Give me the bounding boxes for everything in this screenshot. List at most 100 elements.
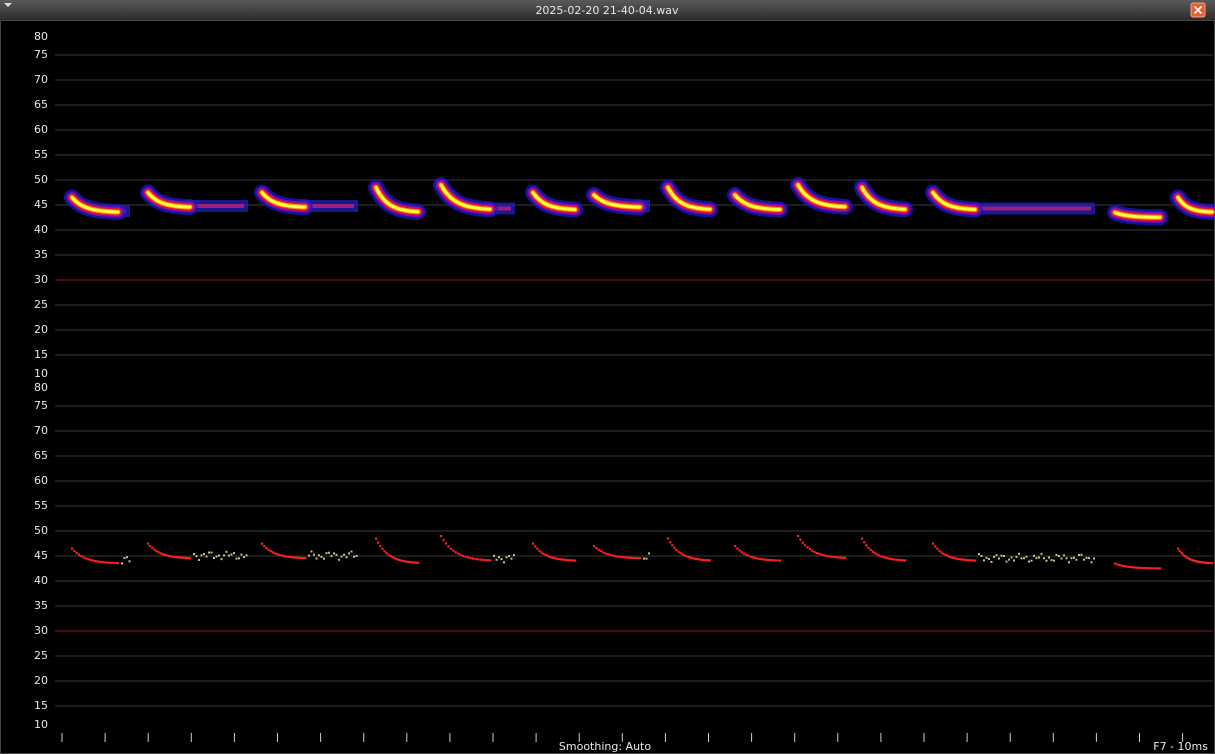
trace-point: [544, 553, 547, 557]
trace-point: [811, 549, 814, 552]
trace-point: [688, 556, 691, 559]
call-pulse: [592, 193, 642, 209]
trace-point: [412, 561, 415, 564]
trace-point: [563, 558, 566, 561]
trace-point: [899, 559, 902, 562]
y-tick-label: 35: [34, 599, 48, 612]
trace-point: [313, 553, 315, 556]
trace-point: [295, 556, 298, 559]
trace-point: [213, 557, 215, 560]
trace-point: [203, 553, 205, 556]
trace-point: [1023, 557, 1025, 560]
y-tick-label: 75: [34, 399, 48, 412]
trace-point: [1205, 561, 1209, 564]
trace-point: [749, 555, 752, 558]
trace-point: [799, 538, 802, 541]
trace-point: [176, 556, 179, 559]
trace-point: [1187, 557, 1190, 560]
trace-point: [690, 556, 693, 559]
trace-point: [832, 555, 835, 559]
window-title: 2025-02-20 21-40-04.wav: [535, 4, 679, 17]
trace-point: [404, 560, 407, 563]
trace-point: [532, 542, 535, 545]
trace-point: [1129, 566, 1132, 569]
trace-point: [893, 558, 896, 561]
trace-point: [542, 552, 545, 555]
trace-point: [89, 558, 92, 562]
y-tick-label: 15: [34, 348, 48, 361]
trace-point: [978, 553, 980, 556]
trace-point: [606, 553, 609, 556]
trace-point: [193, 553, 195, 556]
trace-point: [107, 561, 110, 564]
y-tick-label: 80: [34, 381, 48, 394]
trace-point: [747, 554, 750, 557]
trace-point: [627, 556, 630, 559]
trace-point: [393, 557, 397, 560]
trace-point: [569, 559, 572, 562]
trace-point: [1070, 557, 1073, 560]
trace-point: [1038, 556, 1040, 559]
trace-point: [932, 542, 935, 545]
y-tick-label: 50: [34, 173, 48, 186]
trace-point: [1180, 551, 1183, 555]
trace-point: [553, 556, 556, 560]
trace-point: [493, 554, 495, 557]
trace-point: [1185, 556, 1188, 559]
menu-button[interactable]: [4, 3, 12, 7]
trace-point: [513, 554, 515, 557]
trace-point: [265, 546, 268, 550]
trace-point: [643, 557, 645, 560]
trace-point: [1088, 557, 1090, 560]
trace-point: [818, 552, 821, 556]
trace-point: [620, 555, 623, 559]
call-pulse: [796, 183, 847, 209]
trace-point: [948, 555, 951, 558]
trace-point: [955, 557, 958, 560]
trace-point: [235, 557, 238, 560]
trace-point: [82, 556, 85, 559]
trace-point: [969, 559, 972, 562]
trace-point: [96, 560, 99, 563]
trace-point: [698, 558, 701, 561]
trace-point: [498, 556, 500, 559]
trace-point: [230, 553, 233, 556]
call-traces: [71, 535, 1214, 570]
trace-point: [343, 553, 345, 556]
trace-point: [959, 558, 962, 561]
trace-point: [536, 547, 539, 550]
trace-point: [865, 544, 868, 547]
trace-point: [508, 554, 510, 557]
trace-point: [80, 555, 83, 558]
trace-point: [98, 560, 101, 563]
trace-point: [402, 559, 405, 563]
trace-point: [243, 556, 245, 559]
trace-point: [1083, 558, 1085, 561]
spectrogram: [64, 177, 1215, 226]
trace-point: [1150, 567, 1153, 570]
y-tick-label: 70: [34, 73, 48, 86]
trace-point: [1043, 557, 1045, 560]
trace-point: [555, 557, 558, 560]
y-tick-label: 15: [34, 699, 48, 712]
trace-point: [284, 555, 287, 558]
trace-point: [808, 548, 811, 551]
y-tick-label: 50: [34, 524, 48, 537]
trace-point: [1010, 556, 1013, 559]
trace-point: [1114, 562, 1117, 565]
trace-point: [208, 551, 210, 554]
trace-point: [1033, 554, 1035, 557]
trace-point: [971, 559, 975, 562]
trace-point: [565, 558, 568, 562]
trace-point: [165, 554, 169, 557]
trace-point: [121, 562, 123, 565]
trace-point: [1078, 553, 1080, 556]
y-tick-label: 60: [34, 474, 48, 487]
trace-point: [1116, 563, 1119, 566]
y-tick-label: 30: [34, 624, 48, 637]
trace-point: [225, 550, 228, 553]
trace-point: [632, 556, 635, 560]
trace-point: [333, 552, 335, 555]
trace-point: [263, 544, 266, 548]
